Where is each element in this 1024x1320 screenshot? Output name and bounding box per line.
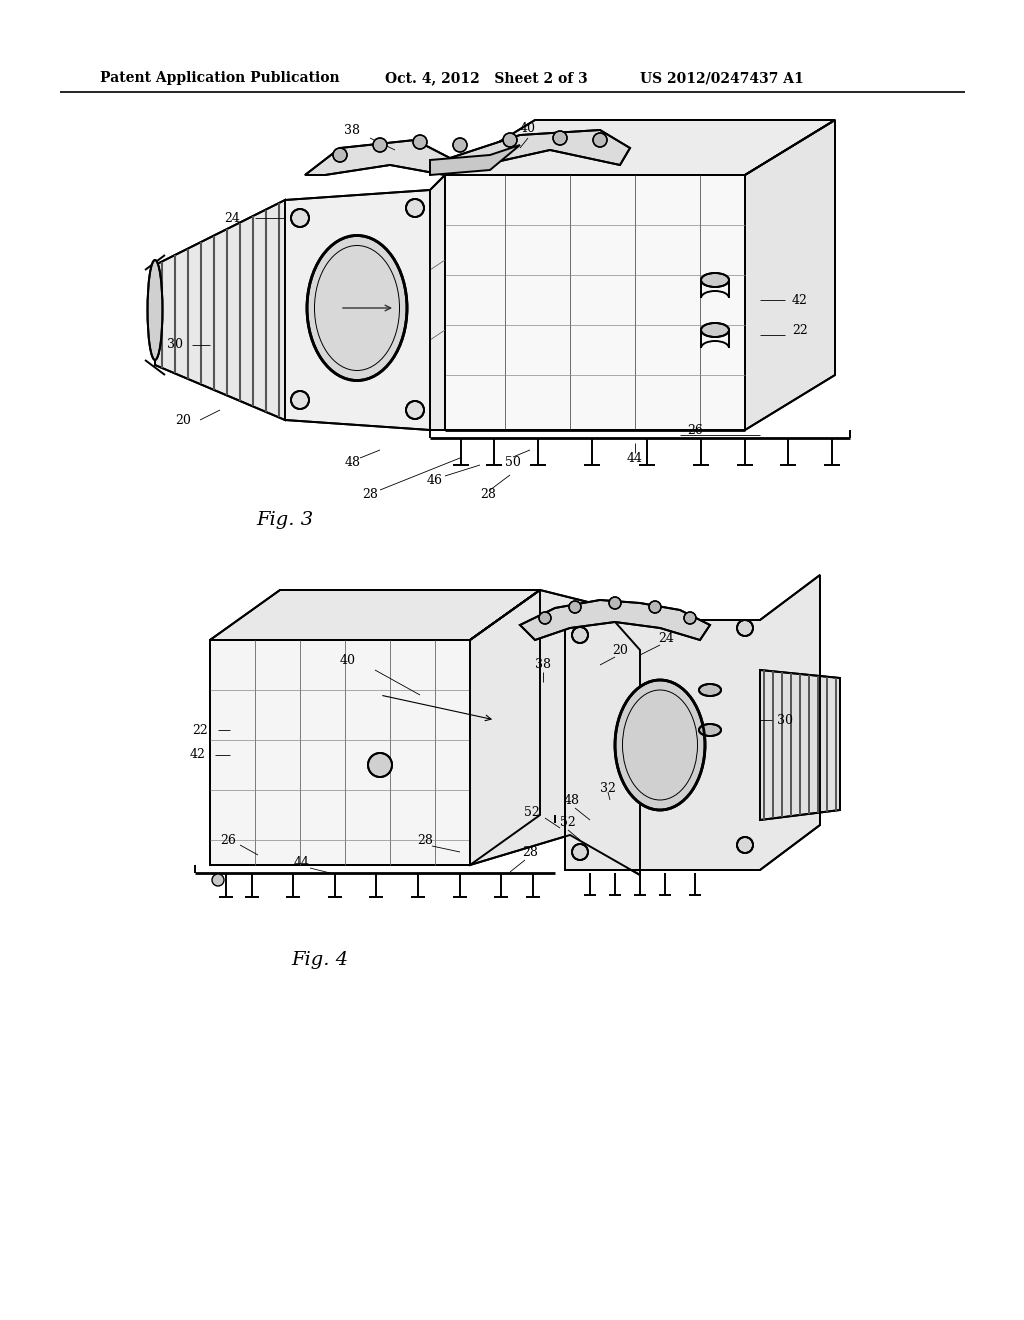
- Ellipse shape: [699, 723, 721, 737]
- Text: 48: 48: [564, 793, 580, 807]
- Text: 26: 26: [687, 424, 702, 437]
- Circle shape: [212, 874, 224, 886]
- Text: 28: 28: [480, 487, 496, 500]
- Polygon shape: [430, 176, 445, 430]
- Polygon shape: [470, 590, 640, 875]
- Circle shape: [569, 601, 581, 612]
- Circle shape: [406, 199, 424, 216]
- Polygon shape: [430, 145, 520, 176]
- Text: 48: 48: [345, 455, 361, 469]
- Text: 24: 24: [658, 631, 674, 644]
- Text: 40: 40: [520, 121, 536, 135]
- Text: 30: 30: [167, 338, 183, 351]
- Text: 52: 52: [524, 805, 540, 818]
- Text: 20: 20: [175, 413, 190, 426]
- Text: 22: 22: [793, 323, 808, 337]
- Text: 46: 46: [427, 474, 443, 487]
- Polygon shape: [155, 201, 285, 420]
- Circle shape: [572, 843, 588, 861]
- Circle shape: [553, 131, 567, 145]
- Circle shape: [291, 209, 309, 227]
- Text: 20: 20: [612, 644, 628, 656]
- Circle shape: [368, 752, 392, 777]
- Text: 38: 38: [535, 659, 551, 672]
- Polygon shape: [210, 640, 470, 865]
- Text: 28: 28: [362, 487, 378, 500]
- Text: Patent Application Publication: Patent Application Publication: [100, 71, 340, 84]
- Text: 52: 52: [560, 816, 575, 829]
- Polygon shape: [285, 190, 430, 430]
- Text: Fig. 4: Fig. 4: [292, 950, 348, 969]
- Polygon shape: [210, 590, 540, 640]
- Text: 44: 44: [294, 855, 310, 869]
- Text: 24: 24: [224, 211, 240, 224]
- Text: 44: 44: [627, 451, 643, 465]
- Ellipse shape: [701, 273, 729, 286]
- Text: US 2012/0247437 A1: US 2012/0247437 A1: [640, 71, 804, 84]
- Text: 30: 30: [777, 714, 793, 726]
- Ellipse shape: [147, 260, 163, 360]
- Circle shape: [649, 601, 662, 612]
- Text: 32: 32: [600, 781, 616, 795]
- Circle shape: [737, 837, 753, 853]
- Circle shape: [333, 148, 347, 162]
- Ellipse shape: [701, 323, 729, 337]
- Text: Fig. 3: Fig. 3: [256, 511, 313, 529]
- Circle shape: [572, 627, 588, 643]
- Text: 42: 42: [190, 748, 206, 762]
- Polygon shape: [305, 140, 450, 176]
- Circle shape: [684, 612, 696, 624]
- Text: Oct. 4, 2012   Sheet 2 of 3: Oct. 4, 2012 Sheet 2 of 3: [385, 71, 588, 84]
- Text: 40: 40: [340, 653, 356, 667]
- Ellipse shape: [699, 684, 721, 696]
- Text: 42: 42: [792, 293, 808, 306]
- Text: 50: 50: [505, 455, 521, 469]
- Text: 26: 26: [220, 833, 236, 846]
- Text: 28: 28: [522, 846, 538, 858]
- Polygon shape: [520, 601, 710, 640]
- Polygon shape: [760, 671, 840, 820]
- Circle shape: [453, 139, 467, 152]
- Text: 22: 22: [193, 723, 208, 737]
- Circle shape: [291, 391, 309, 409]
- Polygon shape: [445, 176, 745, 430]
- Circle shape: [609, 597, 621, 609]
- Circle shape: [539, 612, 551, 624]
- Polygon shape: [445, 120, 835, 176]
- Text: 28: 28: [417, 833, 433, 846]
- Polygon shape: [450, 129, 630, 170]
- Polygon shape: [565, 576, 820, 870]
- Text: 38: 38: [344, 124, 360, 136]
- Circle shape: [406, 401, 424, 418]
- Ellipse shape: [615, 680, 705, 810]
- Circle shape: [593, 133, 607, 147]
- Circle shape: [503, 133, 517, 147]
- Ellipse shape: [307, 235, 407, 380]
- Circle shape: [373, 139, 387, 152]
- Circle shape: [413, 135, 427, 149]
- Polygon shape: [745, 120, 835, 430]
- Circle shape: [737, 620, 753, 636]
- Polygon shape: [470, 590, 540, 865]
